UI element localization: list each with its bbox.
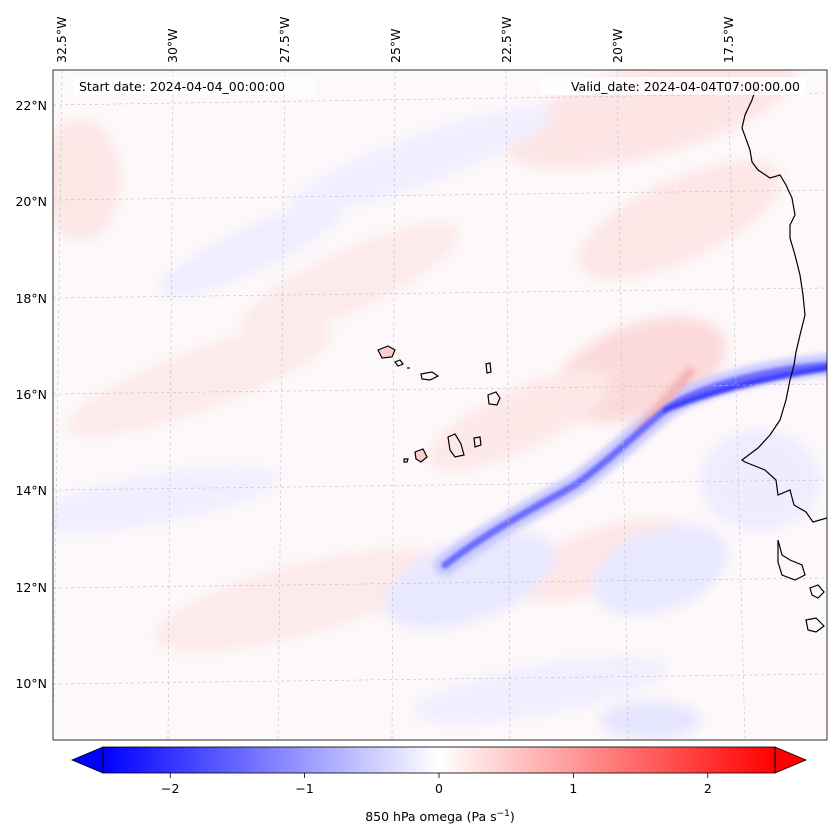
lon-label: 22.5°W	[499, 17, 514, 63]
colorbar-tick-label: 0	[435, 781, 443, 796]
lon-label: 32.5°W	[54, 17, 69, 63]
colorbar-gradient	[103, 747, 775, 773]
colorbar-min-extend	[70, 746, 104, 774]
lat-label: 12°N	[15, 580, 47, 595]
colorbar-label: 850 hPa omega (Pa s−1)	[365, 809, 515, 824]
colorbar-tick-label: −2	[161, 781, 179, 796]
omega-field	[53, 70, 827, 740]
lat-label: 14°N	[15, 483, 47, 498]
valid-date-label: Valid_date: 2024-04-04T07:00:00.00	[571, 79, 800, 94]
colorbar-tick-label: 2	[704, 781, 712, 796]
lat-label: 18°N	[15, 291, 47, 306]
map-frame	[52, 69, 828, 741]
lon-label: 27.5°W	[277, 17, 292, 63]
lat-label: 16°N	[15, 387, 47, 402]
lat-label: 10°N	[15, 676, 47, 691]
colorbar: −2 −1 0 1 2 850 hPa omega (Pa s−1)	[70, 746, 808, 824]
lon-label: 17.5°W	[721, 17, 736, 63]
lat-label: 20°N	[15, 194, 47, 209]
lon-label: 25°W	[388, 28, 403, 63]
colorbar-max-extend	[774, 746, 808, 774]
cabo-verde-islands	[377, 345, 501, 463]
lat-label: 22°N	[15, 98, 47, 113]
colorbar-tick-label: −1	[295, 781, 313, 796]
coastline	[740, 84, 827, 633]
start-date-label: Start date: 2024-04-04_00:00:00	[79, 79, 285, 94]
colorbar-tick-label: 1	[569, 781, 577, 796]
lon-label: 20°W	[610, 28, 625, 63]
lon-label: 30°W	[165, 28, 180, 63]
